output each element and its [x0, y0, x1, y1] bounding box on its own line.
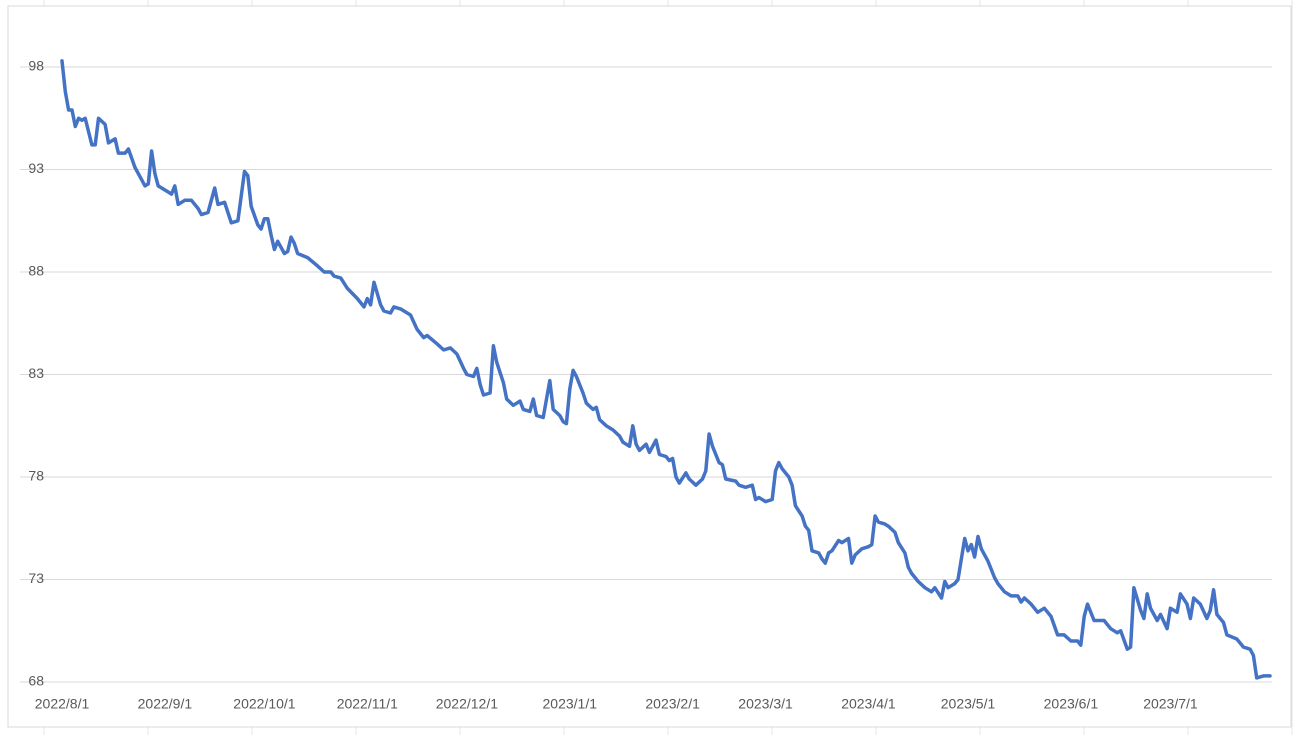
y-tick-label: 78 [28, 468, 44, 484]
y-tick-label: 73 [28, 570, 44, 586]
chart-area [7, 5, 1292, 728]
x-tick-label: 2023/5/1 [941, 696, 996, 712]
x-tick-label: 2022/11/1 [337, 696, 398, 712]
x-tick-label: 2023/7/1 [1143, 696, 1198, 712]
x-tick-label: 2023/3/1 [738, 696, 793, 712]
x-tick-label: 2023/4/1 [841, 696, 896, 712]
y-tick-label: 98 [28, 58, 44, 74]
x-tick-label: 2022/9/1 [138, 696, 193, 712]
x-tick-label: 2023/2/1 [645, 696, 700, 712]
y-tick-label: 68 [28, 673, 44, 689]
data-line [60, 59, 1272, 680]
x-tick-label: 2022/12/1 [436, 696, 498, 712]
y-tick-label: 93 [28, 160, 44, 176]
y-tick-label: 83 [28, 365, 44, 381]
x-tick-label: 2023/6/1 [1044, 696, 1099, 712]
x-tick-label: 2023/1/1 [543, 696, 598, 712]
x-tick-label: 2022/8/1 [35, 696, 90, 712]
y-tick-label: 88 [28, 263, 44, 279]
plot-area: 68 73 78 83 88 93 98 2022/8/1 2022/9/1 2022/10/1 2… [20, 58, 1272, 712]
x-tick-label: 2022/10/1 [233, 696, 295, 712]
